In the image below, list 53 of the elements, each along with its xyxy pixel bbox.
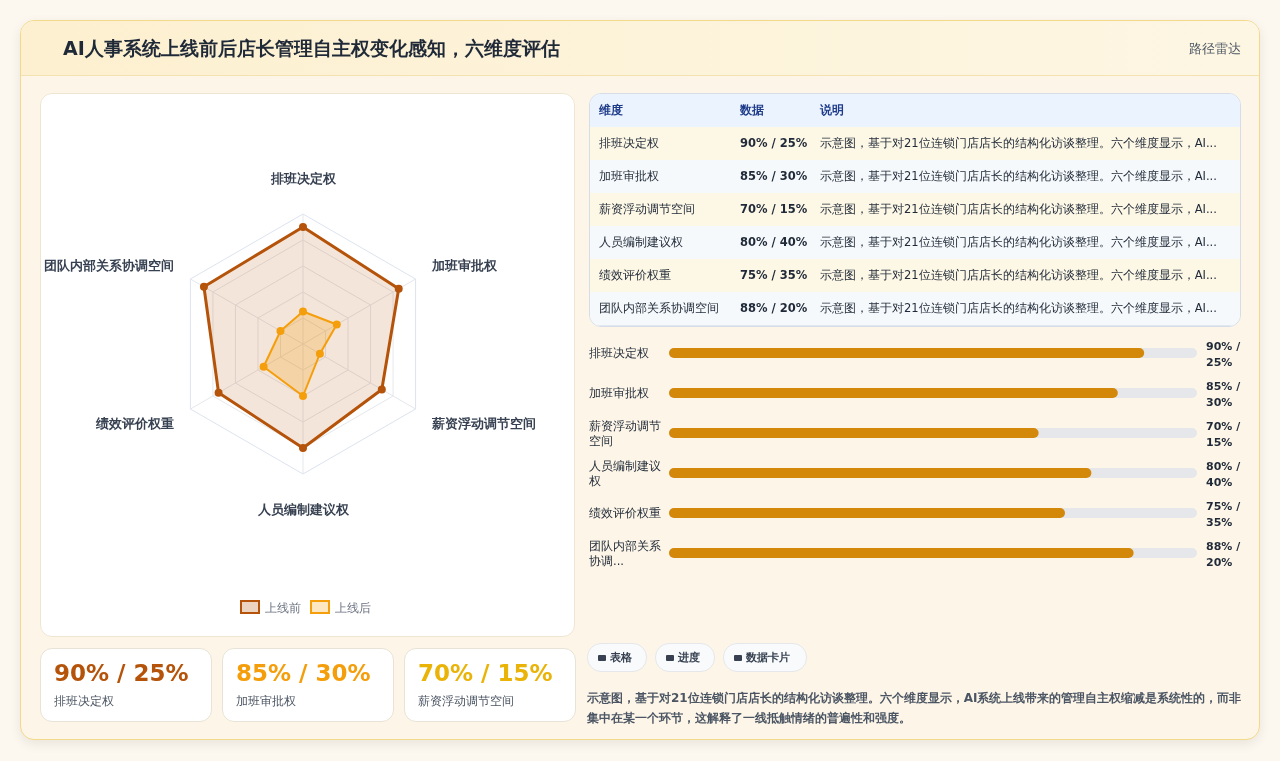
text: 加班审批权 — [599, 169, 659, 184]
text: 示意图，基于对21位连锁门店店长的结构化访谈整理。六个维度显示，AI... — [820, 136, 1217, 151]
category-label: 加班审批权 — [589, 386, 649, 400]
spoke-label: 加班审批权 — [430, 258, 498, 273]
text: 75% / 35% — [740, 268, 808, 282]
spoke-label: 薪资浮动调节空间 — [430, 416, 536, 431]
text: 排班决定权 — [599, 136, 659, 151]
text: 排班决定权 — [54, 694, 114, 709]
category-label: 团队内部关系协调... — [589, 539, 661, 568]
category-label: 人员编制建议权 — [589, 459, 661, 488]
text: 数据卡片 — [746, 650, 790, 665]
data-label: 80% / 40% — [1206, 460, 1242, 489]
text: 示意图，基于对21位连锁门店店长的结构化访谈整理。六个维度显示，AI... — [820, 169, 1217, 184]
text: 90% / 25% — [54, 660, 189, 686]
text: 70% / 15% — [740, 202, 808, 216]
legend-label: 上线后 — [335, 601, 371, 615]
text: 路径雷达 — [1189, 40, 1241, 58]
spoke-label: 排班决定权 — [269, 171, 337, 186]
text: 70% / 15% — [418, 660, 553, 686]
text: 进度 — [678, 650, 700, 665]
text: 85% / 30% — [740, 169, 808, 183]
category-label: 排班决定权 — [589, 346, 649, 360]
text: 90% / 25% — [740, 136, 808, 150]
text: 示意图，基于对21位连锁门店店长的结构化访谈整理。六个维度显示，AI... — [820, 235, 1217, 250]
text: 表格 — [610, 650, 632, 665]
text: 薪资浮动调节空间 — [599, 202, 695, 217]
text: 示意图，基于对21位连锁门店店长的结构化访谈整理。六个维度显示，AI... — [820, 268, 1217, 283]
data-label: 70% / 15% — [1206, 420, 1242, 449]
data-label: 75% / 35% — [1206, 500, 1242, 529]
data-label: 85% / 30% — [1206, 380, 1242, 409]
category-label: 绩效评价权重 — [589, 506, 661, 520]
text: 示意图，基于对21位连锁门店店长的结构化访谈整理。六个维度显示，AI系统上线带来的管理自主权缩减是系统性的，而非集中在某一个环节，这解释了一线抵触情绪的普遍性和强度。 — [587, 690, 1242, 727]
text: AI人事系统上线前后店长管理自主权变化感知，六维度评估 — [63, 36, 560, 61]
text: 85% / 30% — [236, 660, 371, 686]
text: 绩效评价权重 — [599, 268, 671, 283]
spoke-label: 人员编制建议权 — [256, 502, 350, 517]
text: 数据 — [740, 103, 764, 118]
spoke-label: 团队内部关系协调空间 — [44, 258, 175, 273]
data-label: 88% / 20% — [1206, 540, 1242, 569]
text: 示意图，基于对21位连锁门店店长的结构化访谈整理。六个维度显示，AI... — [820, 301, 1217, 316]
category-label: 薪资浮动调节空间 — [589, 419, 661, 448]
text: 88% / 20% — [740, 301, 808, 315]
legend-label: 上线前 — [265, 601, 301, 615]
text: 示意图，基于对21位连锁门店店长的结构化访谈整理。六个维度显示，AI... — [820, 202, 1217, 217]
data-label: 90% / 25% — [1206, 340, 1242, 369]
text: 80% / 40% — [740, 235, 808, 249]
text: 薪资浮动调节空间 — [418, 694, 514, 709]
text: 团队内部关系协调空间 — [599, 301, 719, 316]
text: 加班审批权 — [236, 694, 296, 709]
text: 维度 — [599, 103, 623, 118]
text: 说明 — [820, 103, 844, 118]
text: 人员编制建议权 — [599, 235, 683, 250]
spoke-label: 绩效评价权重 — [95, 416, 175, 431]
